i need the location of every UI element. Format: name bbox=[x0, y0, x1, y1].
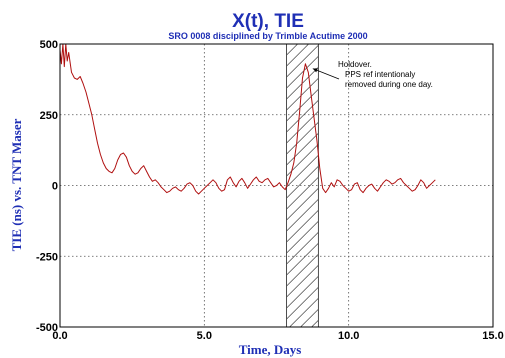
arrow-head bbox=[312, 68, 318, 73]
plot-frame bbox=[59, 43, 494, 328]
hatch-line bbox=[286, 88, 319, 122]
hatch-line bbox=[286, 176, 319, 210]
hatch-line bbox=[286, 154, 319, 188]
chart-title: X(t), TIE bbox=[232, 11, 304, 32]
x-tick-label: 10.0 bbox=[338, 330, 359, 342]
y-tick-label: 250 bbox=[40, 110, 58, 122]
hatch-line bbox=[286, 264, 319, 298]
y-tick-label: 500 bbox=[40, 39, 58, 51]
chart-subtitle: SRO 0008 disciplined by Trimble Acutime … bbox=[168, 31, 367, 41]
series-line-1 bbox=[59, 43, 436, 195]
holdover-annotation: Holdover. PPS ref intentionaly removed d… bbox=[312, 60, 433, 89]
annotation-line-2: PPS ref intentionaly bbox=[345, 70, 415, 79]
series-layer bbox=[59, 43, 436, 195]
y-axis-label: TIE (ns) vs. TNT Maser bbox=[9, 118, 24, 251]
annotation-line-1: Holdover. bbox=[338, 60, 372, 69]
hatch-line bbox=[286, 275, 319, 309]
hatch-lines bbox=[286, 44, 319, 327]
y-tick-label: -500 bbox=[36, 322, 58, 334]
x-tick-label: 15.0 bbox=[482, 330, 503, 342]
hatch-line bbox=[286, 66, 319, 100]
x-tick-label: 0.0 bbox=[52, 330, 67, 342]
hatch-line bbox=[286, 77, 319, 111]
hatch-line bbox=[286, 165, 319, 199]
x-tick-label: 5.0 bbox=[197, 330, 212, 342]
y-tick-label: -250 bbox=[36, 251, 58, 263]
arrow-shaft bbox=[312, 68, 340, 80]
y-tick-label: 0 bbox=[52, 181, 58, 193]
x-axis-label: Time, Days bbox=[239, 342, 302, 357]
hatch-line bbox=[286, 253, 319, 287]
tick-labels: 0.0 5.0 10.0 15.0 -500 -250 0 250 500 bbox=[36, 39, 504, 342]
annotation-line-3: removed during one day. bbox=[345, 80, 433, 89]
holdover-border bbox=[286, 43, 319, 328]
annotation-arrow bbox=[312, 68, 340, 80]
